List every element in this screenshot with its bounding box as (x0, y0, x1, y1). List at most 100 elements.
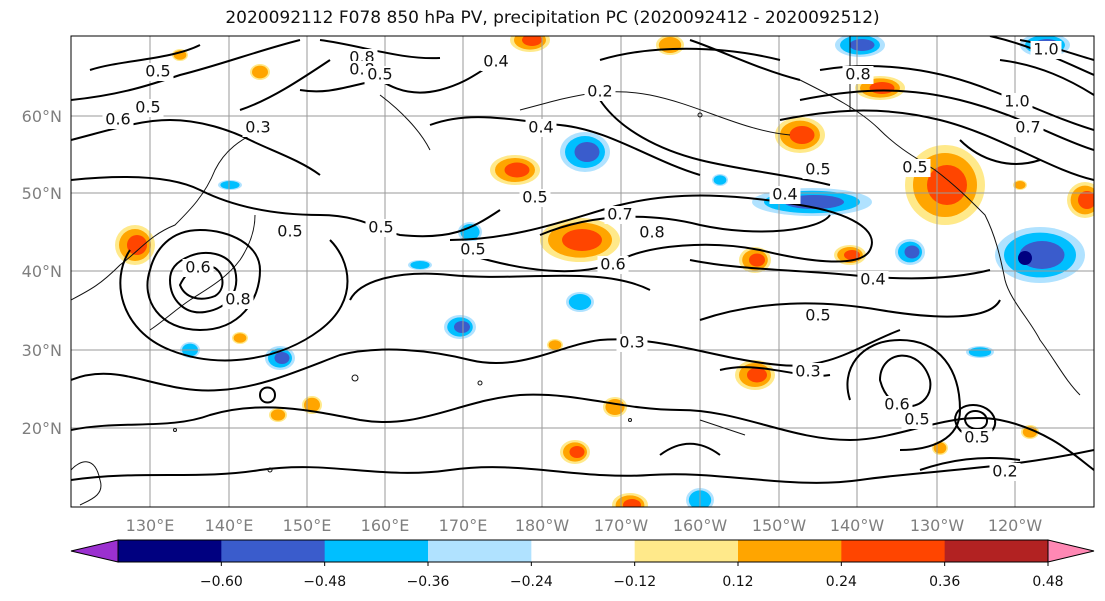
islands (173, 112, 703, 473)
precip-positive-area (612, 493, 648, 507)
precip-negative-area (444, 315, 476, 339)
colorbar-segment (118, 540, 222, 562)
colorbar: −0.60 −0.48 −0.36 −0.24 −0.12 0.12 0.24 0.36 0.4… (70, 539, 1095, 590)
precip-positive-area (656, 36, 684, 55)
contour-labels: 0.50.6 0.30.50.60.80.80.80.50.40.40.50.50… (102, 40, 1062, 481)
contour-label: 0.5 (522, 188, 547, 207)
contour-label: 0.4 (860, 270, 885, 289)
precip-positive-area (115, 225, 155, 265)
longitude-label: 170°E (439, 516, 488, 535)
precip-negative-core (1018, 251, 1032, 265)
precipitation-shading (115, 36, 1094, 507)
precip-positive-area (739, 247, 771, 273)
precip-negative-area (408, 260, 432, 270)
colorbar-segment (531, 540, 636, 562)
colorbar-tick-label: 0.48 (1032, 574, 1063, 590)
contour-label: 1.0 (1033, 40, 1058, 59)
precip-negative-area (265, 346, 295, 370)
contour-label: 0.4 (483, 52, 508, 71)
precip-positive-area (775, 117, 825, 153)
contour-label: 0.8 (845, 65, 870, 84)
colorbar-tick-label: 0.36 (929, 574, 960, 590)
contour-label: 0.5 (904, 410, 929, 429)
contour-label: 0.5 (368, 218, 393, 237)
contour-label: 0.7 (607, 205, 632, 224)
colorbar-segment (221, 540, 326, 562)
precip-negative-area (458, 222, 482, 242)
colorbar-segment (944, 540, 1049, 562)
precip-positive-area (547, 339, 563, 351)
precip-negative-area (995, 227, 1085, 283)
coastlines (71, 36, 1081, 506)
precip-positive-area (269, 408, 287, 422)
colorbar-tick-label: 0.24 (826, 574, 857, 590)
latitude-labels: 60°N 50°N 40°N 30°N 20°N (22, 107, 62, 438)
contour-label: 0.5 (902, 158, 927, 177)
contour-label: 1.0 (1004, 92, 1029, 111)
precip-negative-area (218, 180, 242, 190)
contour-label: 0.6 (884, 395, 909, 414)
contour-label: 0.5 (135, 98, 160, 117)
latitude-label: 60°N (22, 107, 62, 126)
map-frame (70, 35, 1095, 508)
precip-positive-area (1067, 182, 1094, 218)
contour-label: 0.8 (639, 223, 664, 242)
contour-label: 0.2 (992, 462, 1017, 481)
contour-label: 0.5 (367, 65, 392, 84)
longitude-label: 160°W (673, 516, 728, 535)
colorbar-tick-label: 0.12 (722, 574, 753, 590)
longitude-label: 150°W (752, 516, 807, 535)
precip-positive-area (232, 332, 248, 344)
contour-label: 0.8 (225, 290, 250, 309)
precip-negative-area (560, 132, 610, 172)
contour-label: 0.5 (145, 62, 170, 81)
colorbar-segment (634, 540, 739, 562)
colorbar-tick-label: −0.48 (303, 574, 346, 590)
contour-label: 0.5 (460, 240, 485, 259)
precip-positive-area (932, 441, 948, 455)
longitude-label: 150°E (283, 516, 332, 535)
contour-label: 0.3 (619, 333, 644, 352)
colorbar-extend-high (1047, 539, 1095, 563)
colorbar-tick-label: −0.60 (200, 574, 243, 590)
colorbar-segment (324, 540, 429, 562)
longitude-label: 130°E (126, 516, 175, 535)
contour-label: 0.4 (772, 185, 797, 204)
longitude-labels: 130°E 140°E 150°E 160°E 170°E 180°W 170°W 160°W… (126, 516, 1043, 535)
precip-positive-area (250, 64, 270, 80)
colorbar-extend-low (70, 539, 119, 563)
precip-negative-area (712, 174, 728, 186)
colorbar-tick-label: −0.12 (613, 574, 656, 590)
precip-negative-area (566, 292, 594, 312)
precip-negative-area (895, 239, 925, 265)
contour-label: 0.6 (185, 258, 210, 277)
precip-positive-area (834, 245, 866, 265)
colorbar-tick-label: −0.24 (510, 574, 553, 590)
contour-label: 0.2 (587, 82, 612, 101)
longitude-label: 140°W (830, 516, 885, 535)
contour-label: 0.6 (105, 110, 130, 129)
precip-positive-area (560, 440, 590, 464)
colorbar-segment (428, 540, 532, 562)
longitude-label: 120°W (988, 516, 1043, 535)
map-title: 2020092112 F078 850 hPa PV, precipitatio… (225, 8, 880, 28)
contour-label: 0.5 (805, 306, 830, 325)
precip-negative-area (835, 36, 885, 57)
contour-label: 0.5 (964, 428, 989, 447)
colorbar-segment (841, 540, 946, 562)
precip-negative-area (966, 346, 994, 358)
longitude-label: 140°E (205, 516, 254, 535)
latitude-label: 50°N (22, 184, 62, 203)
colorbar-tick-label: −0.36 (407, 574, 450, 590)
contour-label: 0.5 (277, 222, 302, 241)
precip-positive-area (603, 397, 627, 417)
precip-positive-area (510, 36, 550, 52)
contour-label: 0.7 (1015, 118, 1040, 137)
contour-label: 0.4 (528, 118, 553, 137)
precip-positive-area (490, 155, 540, 185)
colorbar-segment (738, 540, 842, 562)
latitude-label: 40°N (22, 262, 62, 281)
longitude-label: 170°W (594, 516, 649, 535)
latitude-label: 30°N (22, 341, 62, 360)
